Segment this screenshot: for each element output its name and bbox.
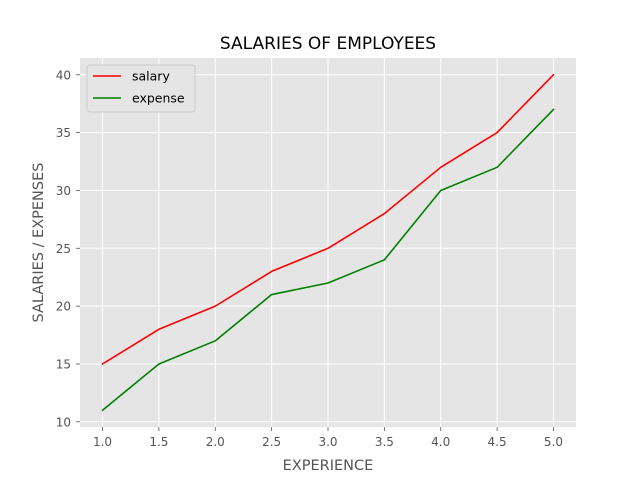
x-tick-label: 3.0 (318, 435, 337, 449)
y-tick-label: 10 (56, 415, 71, 429)
y-axis-ticks: 10 15 20 25 30 35 40 (56, 68, 80, 429)
y-tick-label: 15 (56, 357, 71, 371)
y-tick-label: 35 (56, 126, 71, 140)
y-tick-label: 40 (56, 68, 71, 82)
x-tick-label: 2.5 (262, 435, 281, 449)
x-axis-label: EXPERIENCE (283, 458, 374, 474)
grid-lines (80, 58, 576, 427)
legend-label-salary: salary (132, 69, 170, 84)
series-lines (101, 73, 555, 412)
x-tick-label: 4.0 (431, 435, 450, 449)
y-tick-label: 30 (56, 184, 71, 198)
x-tick-label: 4.5 (488, 435, 507, 449)
chart-title: SALARIES OF EMPLOYEES (220, 34, 436, 54)
x-tick-label: 5.0 (544, 435, 563, 449)
series-line-expense (101, 108, 555, 412)
y-axis-label: SALARIES / EXPENSES (31, 163, 47, 323)
y-tick-label: 25 (56, 242, 71, 256)
x-tick-label: 3.5 (375, 435, 394, 449)
x-tick-label: 1.5 (149, 435, 168, 449)
legend: salary expense (86, 64, 196, 113)
x-tick-label: 2.0 (206, 435, 225, 449)
x-tick-label: 1.0 (93, 435, 112, 449)
legend-label-expense: expense (132, 91, 185, 106)
x-axis-ticks: 1.0 1.5 2.0 2.5 3.0 3.5 4.0 4.5 5.0 (93, 427, 563, 449)
y-tick-label: 20 (56, 300, 71, 314)
series-line-salary (101, 73, 555, 366)
